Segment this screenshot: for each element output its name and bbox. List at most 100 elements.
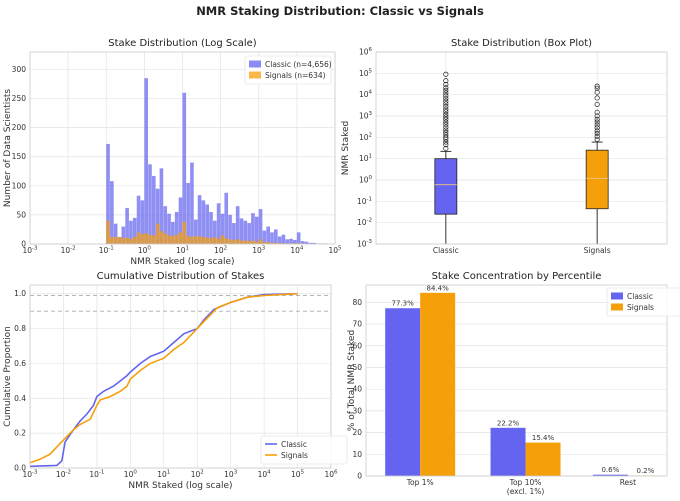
classic-histogram-bar — [266, 226, 270, 244]
signals-cdf-line — [29, 292, 298, 464]
signals-histogram-bar — [125, 237, 129, 244]
classic-histogram-bar — [144, 78, 148, 244]
outlier-point — [443, 121, 449, 128]
classic-bar — [385, 308, 421, 476]
classic-bar — [592, 474, 628, 476]
classic-histogram-bar — [251, 213, 255, 244]
bar-value-label: 15.4% — [532, 434, 555, 442]
x-tick-label: 10-2 — [56, 470, 71, 480]
classic-histogram-bar — [129, 220, 133, 244]
signals-histogram-bar — [251, 240, 255, 244]
signals-histogram-bar — [178, 232, 183, 244]
classic-histogram-bar — [270, 232, 274, 244]
classic-histogram-bar — [167, 213, 171, 244]
signals-histogram-bar — [186, 235, 190, 244]
signals-histogram-bar — [110, 237, 114, 244]
classic-histogram-bar — [304, 241, 309, 244]
histogram-panel: Stake Distribution (Log Scale) 10-3 10-2 10… — [3, 38, 342, 267]
x-tick-label: 100 — [124, 470, 138, 480]
signals-histogram-bar — [155, 223, 160, 244]
signals-histogram-bar — [224, 238, 229, 244]
signals-histogram-bar — [274, 242, 278, 244]
legend-box — [260, 435, 348, 465]
outlier-point — [594, 83, 600, 89]
bar-value-label: 22.2% — [497, 419, 520, 427]
classic-histogram-bar — [190, 162, 194, 244]
classic-histogram-bar — [140, 200, 145, 244]
y-tick-label: 10 — [352, 450, 362, 459]
y-tick-label: 10-1 — [357, 196, 372, 206]
signals-histogram-bar — [232, 239, 236, 244]
bar-value-label: 0.6% — [601, 466, 619, 474]
y-tick-label: 0.6 — [14, 359, 26, 368]
outlier-point — [443, 78, 449, 84]
y-tick-label: 102 — [359, 132, 372, 142]
classic-histogram-bar — [121, 226, 126, 244]
classic-histogram-bar — [106, 143, 110, 244]
legend-swatch-1 — [249, 71, 261, 79]
classic-histogram-bar — [136, 195, 141, 244]
plot-frame — [375, 51, 668, 245]
outlier-point — [594, 89, 600, 95]
outlier-point — [443, 124, 449, 130]
classic-histogram-bar — [220, 213, 225, 244]
classic-histogram-bar — [113, 223, 118, 244]
concentration-bar-panel: Stake Concentration by Percentile 0 10 20 30… — [347, 271, 680, 496]
x-tick-label: 10-1 — [89, 470, 104, 480]
classic-histogram-bar — [243, 220, 248, 244]
outlier-point — [443, 116, 449, 122]
signals-histogram-bar — [266, 242, 270, 244]
signals-histogram-bar — [106, 220, 110, 244]
legend-label-0: Classic (n=4,656) — [265, 60, 332, 69]
outlier-point — [443, 134, 449, 140]
y-tick-label: 105 — [359, 68, 373, 78]
classic-histogram-bar — [201, 200, 206, 244]
classic-histogram-bar — [174, 212, 179, 244]
bar-value-label: 0.2% — [636, 467, 654, 475]
x-tick-label: Top 1% — [406, 478, 434, 487]
classic-histogram-bar — [254, 216, 259, 244]
y-tick-label: 20 — [352, 428, 362, 437]
classic-histogram-bar — [277, 236, 282, 244]
x-tick-label: 102 — [214, 246, 227, 256]
classic-histogram-bar — [308, 242, 312, 244]
plot-frame — [365, 284, 668, 477]
classic-histogram-bar — [216, 203, 221, 244]
outlier-point — [443, 87, 449, 93]
x-tick-label: 104 — [258, 470, 272, 480]
outlier-point — [443, 103, 449, 110]
classic-histogram-bar — [224, 192, 229, 244]
y-tick-label: 0 — [357, 472, 362, 481]
signals-histogram-bar — [213, 237, 217, 244]
y-tick-label: 104 — [359, 90, 373, 100]
classic-histogram-bar — [281, 234, 286, 244]
x-tick-label: 100 — [138, 246, 152, 256]
x-tick-label: 10-3 — [22, 246, 38, 256]
signals-histogram-bar — [243, 240, 248, 244]
x-axis-label: NMR Staked (log scale) — [130, 257, 234, 267]
outlier-point — [594, 116, 600, 122]
y-tick-label: 0.8 — [14, 324, 26, 333]
outlier-point — [594, 101, 600, 107]
outlier-point — [594, 128, 600, 134]
signals-histogram-bar — [216, 238, 221, 244]
y-tick-label: 50 — [16, 210, 26, 219]
x-tick-label: (excl. 1%) — [507, 487, 545, 496]
outlier-point — [443, 101, 449, 107]
signals-histogram-bar — [235, 239, 240, 244]
signals-histogram-bar — [174, 234, 179, 244]
y-tick-label: 300 — [12, 65, 27, 74]
y-tick-label: 100 — [12, 181, 27, 190]
classic-histogram-bar — [262, 230, 267, 244]
chart-title: Stake Distribution (Log Scale) — [108, 38, 257, 49]
signals-bar — [420, 292, 456, 476]
y-tick-label: 60 — [352, 341, 362, 350]
classic-histogram-bar — [293, 239, 297, 244]
signals-histogram-bar — [296, 242, 301, 244]
y-tick-label: 101 — [359, 154, 372, 164]
classic-histogram-bar — [155, 188, 160, 244]
classic-histogram-bar — [205, 204, 209, 244]
classic-histogram-bar — [178, 197, 183, 244]
classic-histogram-bar — [193, 219, 198, 244]
y-tick-label: 70 — [352, 320, 362, 329]
